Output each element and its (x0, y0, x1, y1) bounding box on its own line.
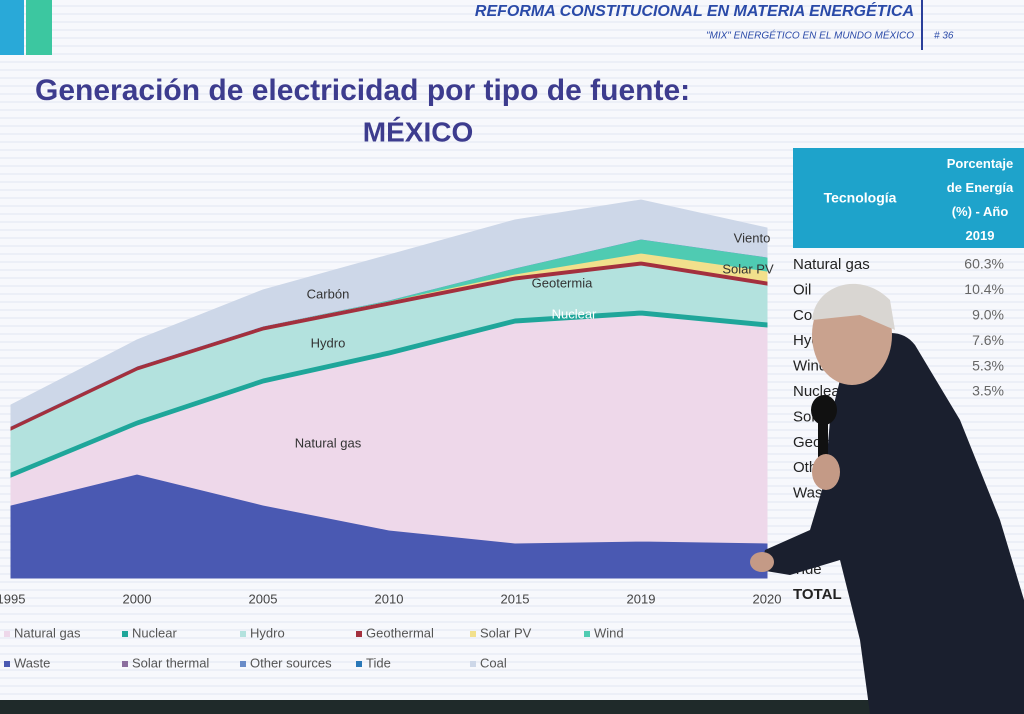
legend-swatch (4, 631, 10, 637)
x-tick-label: 2019 (627, 591, 656, 606)
table-cell: Natural gas (793, 256, 870, 273)
legend-label: Hydro (250, 625, 285, 640)
chart-subtitle: MÉXICO (363, 116, 473, 147)
x-tick-label: 1995 (0, 591, 25, 606)
table-cell: Oil (793, 281, 811, 298)
table-cell: TOTAL (793, 586, 842, 603)
area-annotation: Natural gas (295, 435, 362, 450)
area-annotation: Nuclear (552, 306, 597, 321)
x-tick-label: 2005 (249, 591, 278, 606)
legend-label: Other sources (250, 655, 332, 670)
x-tick-label: 2020 (753, 591, 782, 606)
legend-label: Nuclear (132, 625, 177, 640)
area-annotation: Viento (734, 230, 771, 245)
legend-swatch (470, 631, 476, 637)
area-annotation: Carbón (307, 286, 350, 301)
table-cell: 10.4% (964, 281, 1004, 297)
area-annotation: Hydro (311, 335, 346, 350)
legend-swatch (4, 661, 10, 667)
legend-swatch (356, 661, 362, 667)
legend-label: Waste (14, 655, 50, 670)
legend-label: Solar thermal (132, 655, 209, 670)
logo (0, 0, 52, 55)
banner: REFORMA CONSTITUCIONAL EN MATERIA ENERGÉ… (475, 1, 914, 20)
area-annotation: Geotermia (532, 275, 593, 290)
legend-label: Wind (594, 625, 624, 640)
legend-swatch (122, 661, 128, 667)
table-header-bg (793, 148, 1024, 248)
x-tick-label: 2010 (375, 591, 404, 606)
table-header: Porcentaje de Energía (%) - Año 2019 (947, 156, 1014, 243)
legend-label: Tide (366, 655, 391, 670)
legend-swatch (240, 631, 246, 637)
table-cell: 7.6% (972, 332, 1004, 348)
chart-title: Generación de electricidad por tipo de f… (35, 74, 690, 107)
table-header: Tecnología (824, 190, 897, 206)
table-cell: 9.0% (972, 307, 1004, 323)
legend-label: Geothermal (366, 625, 434, 640)
x-tick-label: 2000 (123, 591, 152, 606)
legend-label: Solar PV (480, 625, 532, 640)
legend-swatch (122, 631, 128, 637)
presenter (750, 283, 1024, 714)
legend-swatch (240, 661, 246, 667)
table-cell: 3.5% (972, 383, 1004, 399)
legend-label: Natural gas (14, 625, 81, 640)
table-cell: Nuclear (793, 383, 845, 400)
table-cell: 60.3% (964, 256, 1004, 272)
legend-swatch (470, 661, 476, 667)
area (10, 199, 768, 427)
legend-swatch (584, 631, 590, 637)
x-tick-label: 2015 (501, 591, 530, 606)
legend-label: Coal (480, 655, 507, 670)
subbanner: "MIX" ENERGÉTICO EN EL MUNDO MÉXICO (706, 29, 914, 42)
area-annotation: Solar PV (722, 261, 774, 276)
legend-swatch (356, 631, 362, 637)
table-cell: 5.3% (972, 357, 1004, 373)
floor (0, 700, 1024, 714)
chart: 1995 2000 2005 2010 2015 2019 2020 Natural gas N… (0, 199, 782, 670)
slide-number: # 36 (934, 31, 954, 42)
